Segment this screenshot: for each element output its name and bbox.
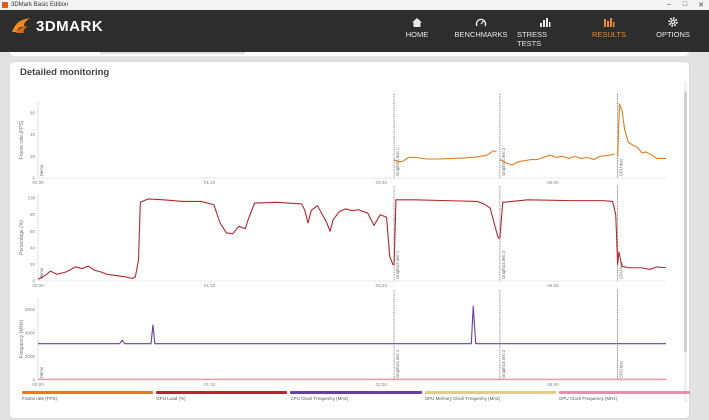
gear-icon [667, 14, 679, 30]
nav-home-label: HOME [405, 30, 429, 39]
chart-legend: Frame rate (FPS) GPU Load (%) CPU Clock Fr… [22, 391, 691, 401]
y-axis-label: Frequency (MHz) [19, 319, 25, 358]
flame-logo-icon [12, 18, 30, 33]
test-marker-label: Graphics test 1 [395, 250, 400, 279]
legend-item[interactable]: CPU Clock Frequency (MHz) [290, 391, 422, 401]
nav-options-label: OPTIONS [656, 30, 690, 39]
nav-stress-tests[interactable]: STRESS TESTS [517, 14, 573, 48]
legend-item[interactable]: Frame rate (FPS) [22, 391, 154, 401]
x-tick-label: 00:00 [32, 382, 44, 387]
x-tick-label: 03:20 [376, 180, 388, 185]
y-axis-label: Percentage (%) [19, 220, 25, 255]
legend-label: CPU Clock Frequency (MHz) [290, 396, 349, 401]
series-line [37, 198, 667, 280]
app-icon [2, 2, 8, 8]
test-marker-label: CPU test [619, 261, 624, 279]
window-titlebar: 3DMark Basic Edition – □ ✕ [0, 0, 709, 10]
nav-results-label: RESULTS [591, 30, 627, 39]
content-area: Detailed monitoring [0, 52, 709, 420]
series-line [38, 305, 666, 345]
legend-item[interactable]: GPU Load (%) [156, 391, 288, 401]
x-tick-label: 03:20 [376, 382, 388, 387]
legend-swatch [22, 391, 154, 394]
nav-results[interactable]: RESULTS [581, 14, 637, 48]
y-tick-label: 20 [30, 154, 36, 159]
section-title: Detailed monitoring [20, 67, 110, 78]
brand-wordmark: 3DMARK [36, 17, 104, 35]
legend-swatch [156, 391, 288, 394]
series-line [617, 103, 666, 160]
test-marker-label: Graphics test 1 [395, 349, 400, 378]
y-tick-label: 20 [30, 262, 36, 267]
legend-item[interactable]: GPU Memory Clock Frequency (MHz) [424, 391, 556, 401]
x-tick-label: 00:00 [32, 283, 44, 288]
x-tick-label: 05:00 [547, 283, 559, 288]
home-icon [411, 14, 423, 30]
detailed-monitoring-card: Detailed monitoring [10, 62, 689, 418]
close-icon[interactable]: ✕ [698, 2, 704, 9]
test-marker-label: CPU test [619, 158, 624, 176]
legend-label: GPU Load (%) [156, 396, 186, 401]
legend-swatch [290, 391, 422, 394]
test-marker-label: Demo [39, 366, 44, 378]
test-marker-label: CPU test [619, 360, 624, 378]
x-tick-label: 05:00 [547, 382, 559, 387]
nav-benchmarks-label: BENCHMARKS [454, 30, 508, 39]
legend-item[interactable]: GPU Clock Frequency (MHz) [558, 391, 691, 401]
app-header: 3DMARK HOME BENCHMARKS STRESS TESTS RESU… [0, 10, 709, 52]
legend-swatch [424, 391, 556, 394]
y-tick-label: 0 [32, 279, 35, 284]
y-tick-label: 0 [32, 378, 35, 383]
logo: 3DMARK [10, 16, 103, 36]
previous-panel [10, 52, 689, 56]
legend-swatch [558, 391, 691, 394]
x-tick-label: 05:00 [547, 180, 559, 185]
test-marker-label: Demo [39, 164, 44, 176]
nav-home[interactable]: HOME [389, 14, 445, 48]
series-line [499, 153, 615, 166]
y-tick-label: 6000 [25, 307, 36, 312]
x-tick-label: 01:40 [204, 382, 216, 387]
monitoring-charts: 0 20 40 60 00:00 01:40 03:20 05:00 Frame rate (F… [19, 94, 667, 387]
test-marker-label: Graphics test 2 [501, 349, 506, 378]
scrollbar-thumb[interactable] [684, 92, 687, 352]
y-tick-label: 40 [30, 245, 36, 250]
x-tick-label: 01:40 [204, 283, 216, 288]
test-marker-label: Graphics test 2 [501, 250, 506, 279]
y-tick-label: 60 [30, 229, 36, 234]
y-tick-label: 60 [30, 110, 36, 115]
legend-label: GPU Clock Frequency (MHz) [558, 396, 618, 401]
y-tick-label: 0 [32, 176, 35, 181]
y-tick-label: 100 [27, 196, 35, 201]
main-nav: HOME BENCHMARKS STRESS TESTS RESULTS OPT… [385, 14, 705, 48]
series-line [393, 150, 497, 163]
y-tick-label: 80 [30, 212, 36, 217]
y-axis-label: Frame rate (FPS) [19, 120, 25, 159]
x-tick-label: 01:40 [204, 180, 216, 185]
test-marker-label: Demo [39, 267, 44, 279]
y-tick-label: 2000 [25, 354, 36, 359]
nav-stress-tests-label: STRESS TESTS [517, 30, 548, 48]
bar-chart-icon [539, 14, 551, 30]
x-tick-label: 00:00 [32, 180, 44, 185]
x-tick-label: 03:20 [376, 283, 388, 288]
window-controls: – □ ✕ [661, 1, 709, 9]
y-tick-label: 40 [30, 132, 36, 137]
nav-benchmarks[interactable]: BENCHMARKS [453, 14, 509, 48]
scrollbar[interactable] [684, 82, 687, 402]
legend-label: GPU Memory Clock Frequency (MHz) [424, 396, 501, 401]
window-title: 3DMark Basic Edition [11, 2, 69, 8]
legend-label: Frame rate (FPS) [22, 396, 58, 401]
y-tick-label: 4000 [25, 331, 36, 336]
minimize-icon[interactable]: – [667, 1, 671, 8]
nav-options[interactable]: OPTIONS [645, 14, 701, 48]
results-icon [603, 14, 615, 30]
gauge-icon [475, 14, 487, 30]
maximize-icon[interactable]: □ [682, 1, 688, 8]
